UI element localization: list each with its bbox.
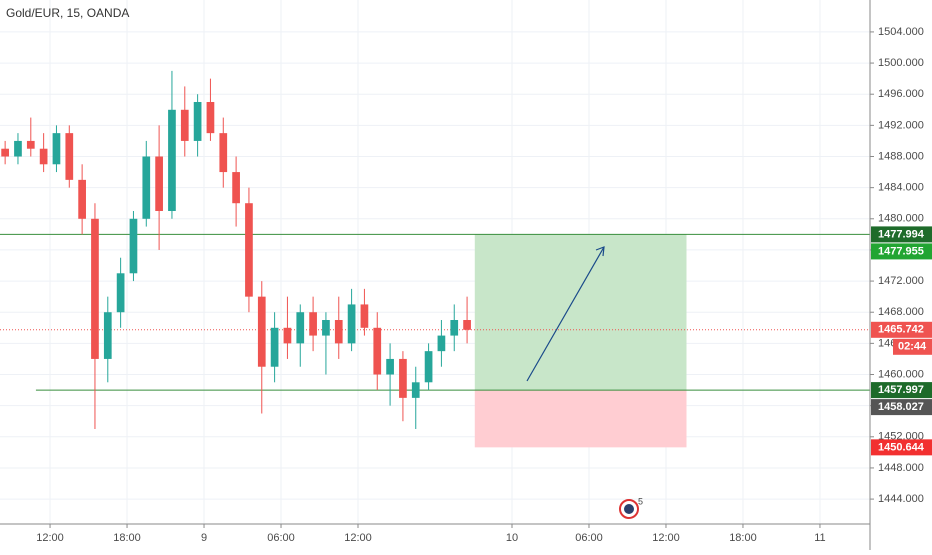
price-axis[interactable] <box>870 0 932 550</box>
y-tick-label: 1496.000 <box>878 88 924 100</box>
loss-zone <box>474 390 687 448</box>
y-tick-label: 1484.000 <box>878 182 924 194</box>
candle-body <box>386 358 394 375</box>
price-label: 1477.955 <box>878 245 924 257</box>
drawn-arrow[interactable] <box>526 246 605 382</box>
price-label: 1458.027 <box>878 401 924 413</box>
candle-body <box>180 109 189 141</box>
time-axis[interactable] <box>0 524 870 550</box>
x-tick-label: 11 <box>814 532 825 544</box>
x-tick-label: 12:00 <box>344 532 372 544</box>
alerts-icon-core <box>624 504 634 514</box>
y-tick-label: 1500.000 <box>878 57 924 69</box>
candle-body <box>155 156 163 212</box>
y-tick-label: 1468.000 <box>878 306 924 318</box>
y-tick-label: 1448.000 <box>878 462 924 474</box>
candle-body <box>245 203 253 297</box>
candle-body <box>309 312 317 336</box>
x-tick-label: 18:00 <box>113 532 141 544</box>
candle-body <box>39 148 48 165</box>
chart-title: Gold/EUR, 15, OANDA <box>6 6 129 20</box>
candle-body <box>142 156 151 219</box>
candle-body <box>347 304 356 344</box>
candle-body <box>283 327 292 344</box>
candle-body <box>168 109 176 212</box>
price-label-bg <box>871 226 932 243</box>
x-tick-label: 06:00 <box>575 532 603 544</box>
candle-body <box>270 327 279 367</box>
price-label: 1477.994 <box>878 228 925 240</box>
candle-body <box>424 351 433 383</box>
candle-body <box>232 172 240 204</box>
candle-body <box>206 101 215 134</box>
position-tool[interactable] <box>0 233 870 448</box>
candle-body <box>437 335 446 352</box>
candle-body <box>450 320 459 336</box>
x-tick-label: 06:00 <box>267 532 295 544</box>
candle-body <box>1 148 9 157</box>
candle-body <box>373 327 382 375</box>
x-tick-label: 18:00 <box>729 532 757 544</box>
axes: 1444.0001448.0001452.0001456.0001460.000… <box>36 26 932 544</box>
candle-body <box>463 320 471 330</box>
candle-body <box>296 312 305 344</box>
candle-body <box>52 133 61 165</box>
candle-body <box>14 140 22 157</box>
price-label-bg <box>871 243 932 260</box>
arrow-head <box>595 246 605 257</box>
candle-body <box>219 133 228 173</box>
candle-body <box>78 179 86 219</box>
candle-body <box>322 320 330 336</box>
price-label: 1457.997 <box>878 384 924 396</box>
y-tick-label: 1492.000 <box>878 119 924 131</box>
candles <box>1 70 471 430</box>
alerts-icon[interactable]: 5 <box>619 496 643 519</box>
price-label: 1450.644 <box>878 441 925 453</box>
candle-body <box>65 133 74 180</box>
x-tick-label: 12:00 <box>36 532 64 544</box>
y-tick-label: 1472.000 <box>878 275 924 287</box>
candle-body <box>129 218 138 274</box>
candle-body <box>116 273 125 313</box>
y-tick-label: 1504.000 <box>878 26 924 38</box>
candle-body <box>411 382 420 398</box>
countdown: 02:44 <box>898 341 927 353</box>
candle-body <box>26 140 35 149</box>
candle-body <box>399 358 407 398</box>
candle-body <box>334 320 343 344</box>
alerts-count: 5 <box>638 496 643 506</box>
y-tick-label: 1480.000 <box>878 213 924 225</box>
candle-body <box>91 218 99 359</box>
price-label-bg <box>871 439 932 456</box>
price-label: 1465.742 <box>878 324 924 336</box>
y-tick-label: 1444.000 <box>878 493 924 505</box>
countdown-bg <box>893 338 932 355</box>
price-label-bg <box>871 399 932 416</box>
candle-body <box>257 296 266 367</box>
candle-body <box>103 312 112 359</box>
x-tick-label: 9 <box>201 532 207 544</box>
candle-body <box>193 101 202 141</box>
profit-zone <box>474 234 687 391</box>
price-label-bg <box>871 321 932 338</box>
x-tick-label: 10 <box>506 532 518 544</box>
price-label-bg <box>871 382 932 399</box>
candle-body <box>360 304 369 328</box>
y-tick-label: 1460.000 <box>878 368 924 380</box>
x-tick-label: 12:00 <box>652 532 680 544</box>
y-tick-label: 1488.000 <box>878 150 924 162</box>
